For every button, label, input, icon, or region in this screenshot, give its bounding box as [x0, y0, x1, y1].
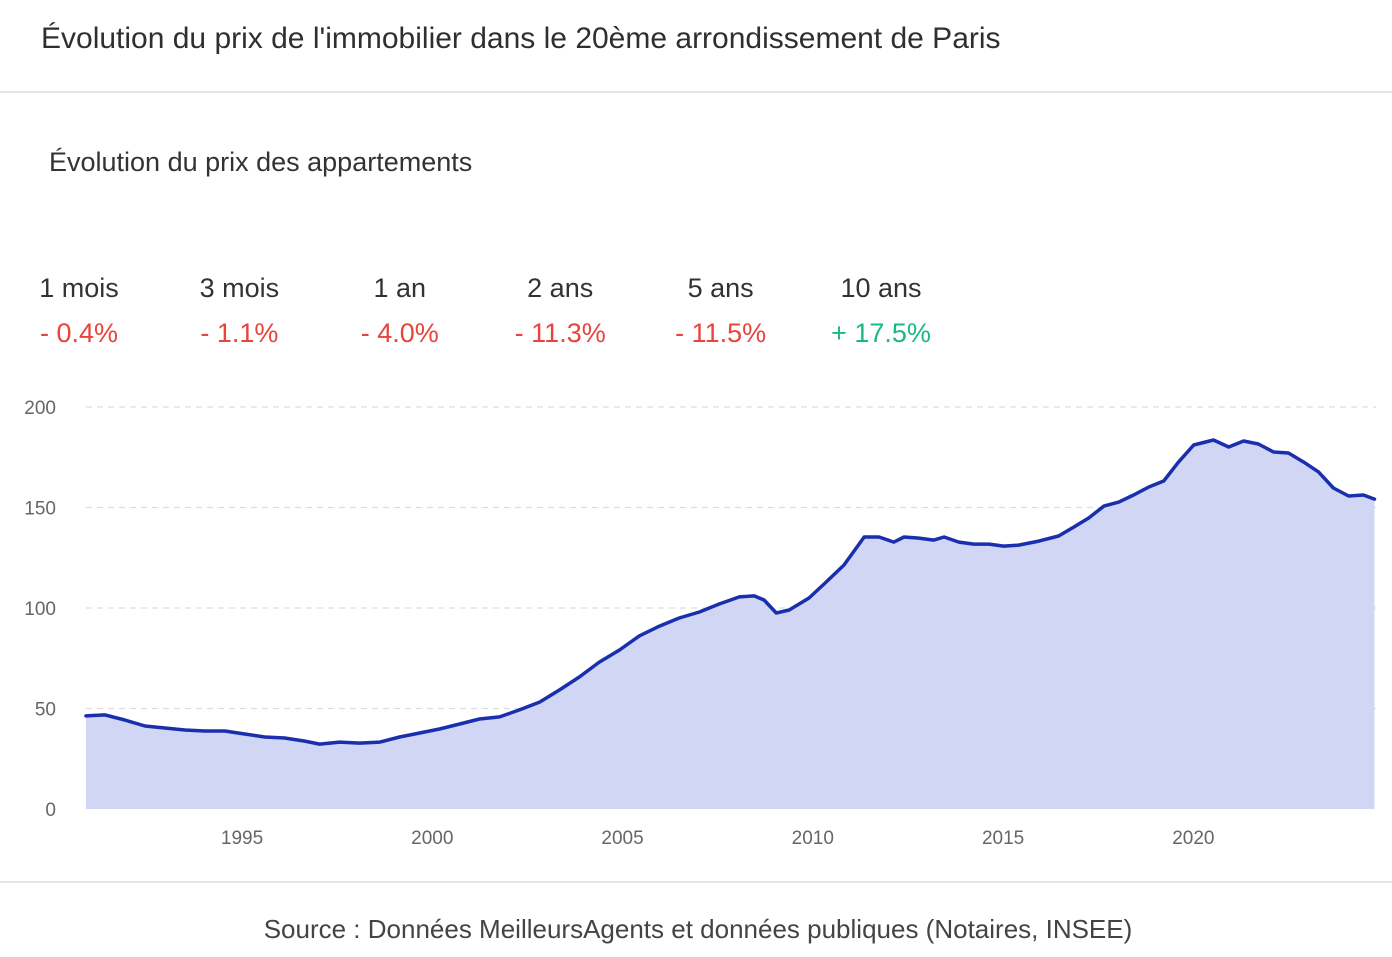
y-tick-label: 50: [35, 700, 56, 721]
stat-value: - 1.1%: [200, 318, 278, 348]
stat-value: - 11.5%: [675, 318, 766, 348]
y-tick-label: 100: [24, 599, 56, 620]
page-title: Évolution du prix de l'immobilier dans l…: [41, 22, 1001, 55]
x-tick-label: 2015: [982, 828, 1024, 849]
chart-title: Évolution du prix des appartements: [49, 147, 472, 177]
x-tick-label: 2020: [1172, 828, 1214, 849]
x-tick-label: 2000: [411, 828, 453, 849]
stat-label: 5 ans: [688, 273, 754, 303]
y-tick-label: 150: [24, 499, 56, 520]
x-tick-label: 2010: [792, 828, 834, 849]
stat-value: - 4.0%: [361, 318, 439, 348]
y-tick-label: 0: [45, 800, 56, 821]
stat-label: 10 ans: [840, 273, 921, 303]
stat-value: - 11.3%: [515, 318, 606, 348]
stat-label: 2 ans: [527, 273, 593, 303]
stat-label: 1 mois: [39, 273, 119, 303]
stat-value: + 17.5%: [831, 318, 931, 348]
x-tick-label: 2005: [601, 828, 643, 849]
area: [86, 440, 1375, 809]
stat-label: 3 mois: [200, 273, 280, 303]
source: Source : Données MeilleursAgents et donn…: [264, 914, 1133, 944]
x-tick-label: 1995: [221, 828, 263, 849]
stat-label: 1 an: [374, 273, 427, 303]
line: [84, 438, 1377, 746]
stat-value: - 0.4%: [40, 318, 118, 348]
y-tick-label: 200: [24, 398, 56, 419]
